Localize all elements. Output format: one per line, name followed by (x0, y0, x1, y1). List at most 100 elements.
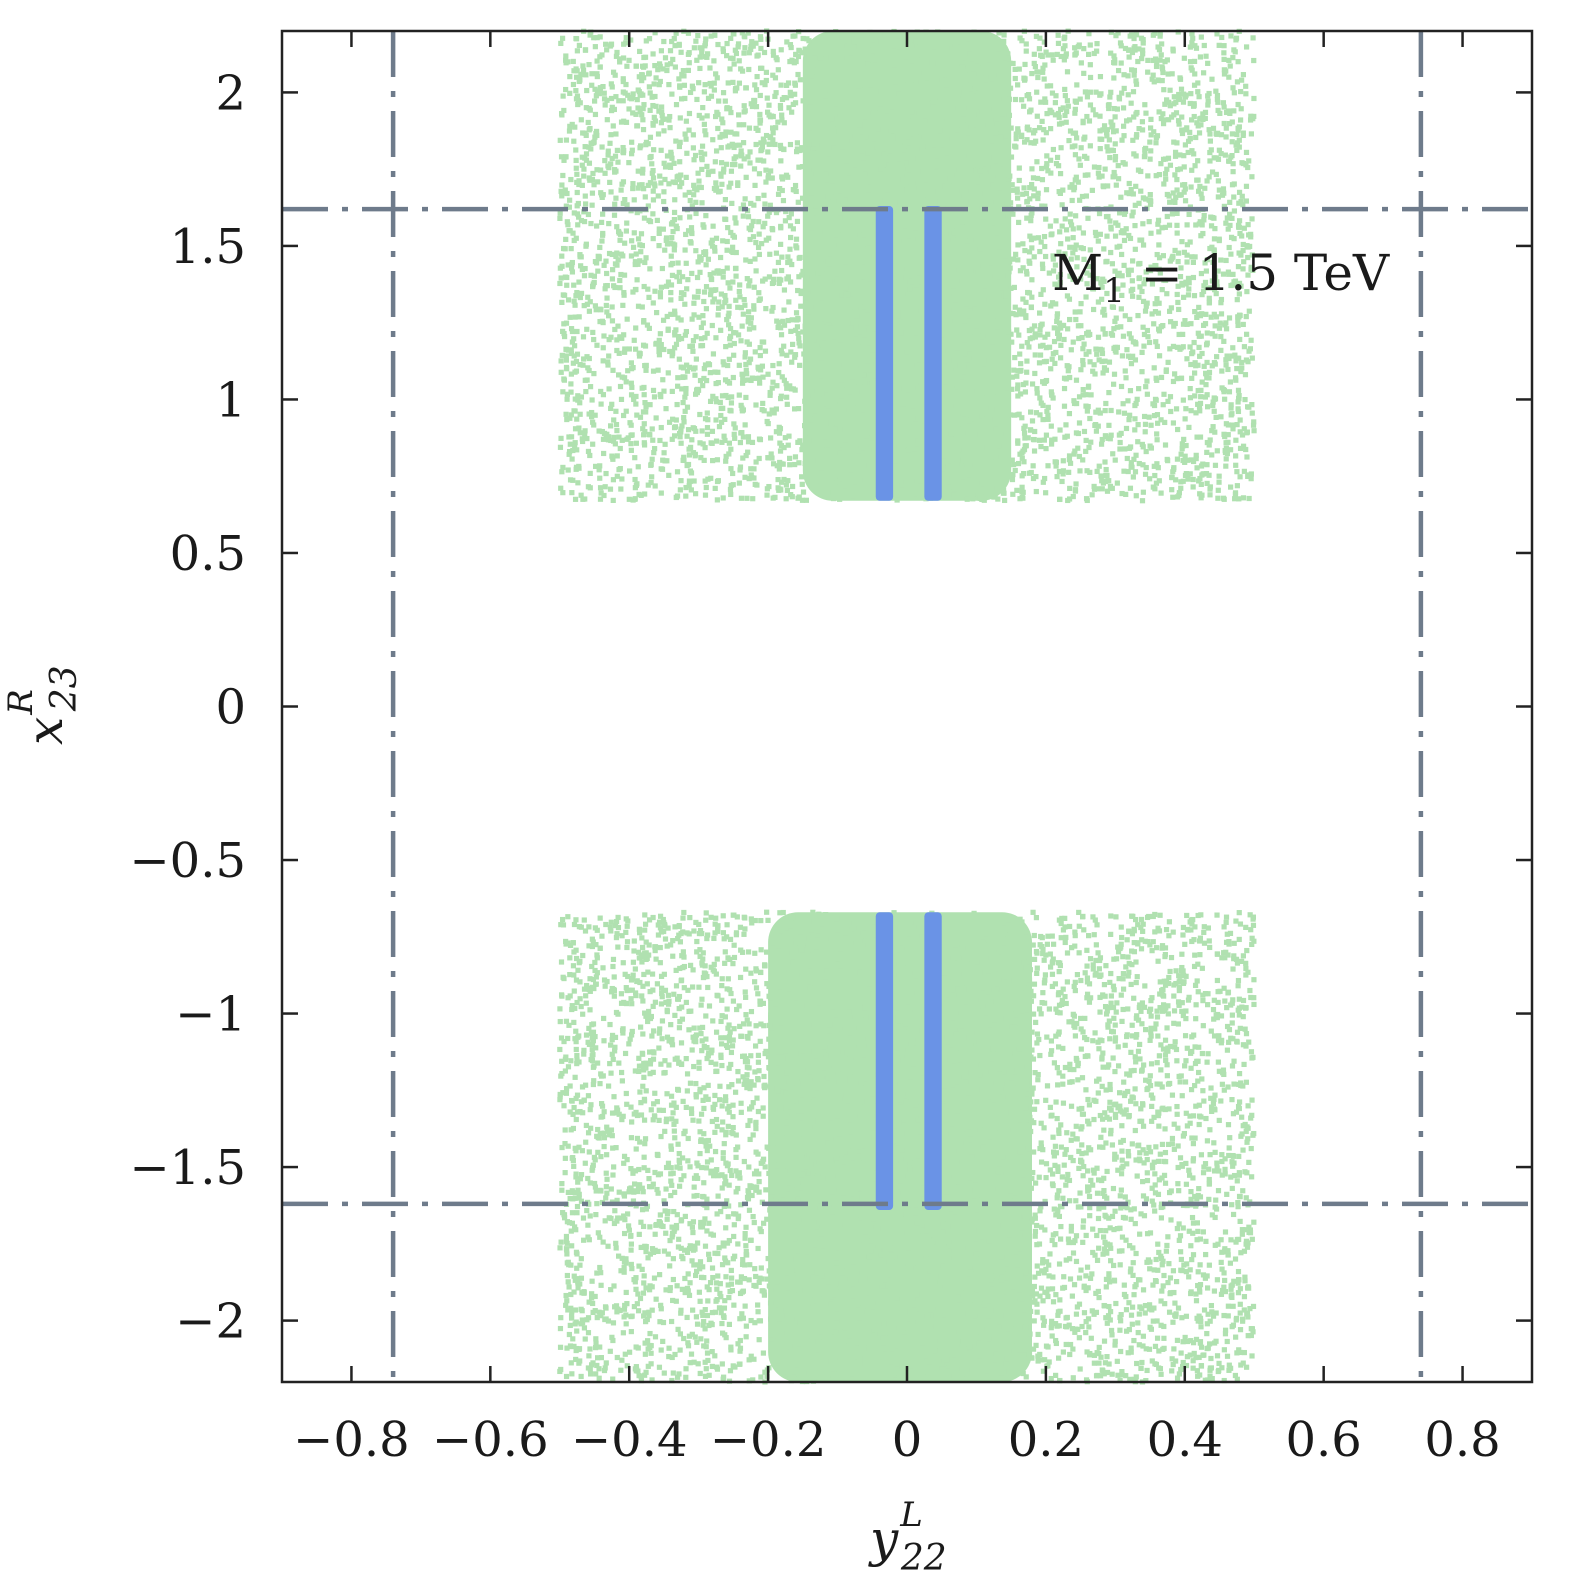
allowed-point (1174, 376, 1180, 382)
allowed-point (704, 425, 711, 431)
allowed-point (893, 347, 899, 353)
allowed-point (1227, 447, 1234, 453)
allowed-point (1086, 31, 1092, 37)
allowed-point (904, 349, 910, 355)
allowed-point (1187, 471, 1193, 477)
allowed-point (948, 399, 954, 405)
allowed-point (896, 80, 903, 86)
allowed-point (656, 82, 662, 88)
allowed-point (906, 167, 912, 173)
allowed-point (907, 263, 913, 269)
allowed-point (827, 295, 833, 302)
allowed-point (778, 395, 784, 402)
allowed-point (1121, 262, 1127, 268)
allowed-point (1218, 311, 1225, 317)
allowed-point (1192, 71, 1198, 77)
allowed-point (908, 160, 915, 166)
allowed-point (770, 137, 776, 143)
allowed-point (634, 277, 640, 283)
allowed-point (776, 280, 782, 286)
allowed-point (1154, 437, 1160, 443)
allowed-point (578, 492, 584, 498)
allowed-point (1022, 247, 1028, 254)
allowed-point (831, 455, 837, 461)
allowed-point (1227, 199, 1233, 205)
allowed-point (772, 93, 778, 99)
allowed-point (914, 441, 920, 447)
allowed-point (599, 318, 605, 324)
allowed-point (757, 157, 763, 163)
allowed-point (1160, 121, 1167, 127)
allowed-point (767, 141, 773, 147)
allowed-point (720, 90, 727, 96)
allowed-point (584, 326, 590, 332)
allowed-point (850, 473, 856, 479)
allowed-point (979, 467, 986, 473)
allowed-point (793, 236, 800, 242)
allowed-point (574, 93, 581, 99)
allowed-point (1069, 197, 1075, 204)
allowed-point (1048, 157, 1054, 163)
allowed-point (563, 53, 569, 59)
allowed-point (1053, 93, 1059, 99)
allowed-point (1214, 284, 1220, 290)
allowed-point (564, 416, 570, 423)
allowed-point (1007, 173, 1013, 179)
allowed-point (804, 193, 810, 199)
allowed-point (960, 449, 966, 455)
allowed-point (641, 75, 647, 81)
allowed-point (614, 347, 620, 354)
allowed-point (584, 301, 590, 307)
allowed-point (608, 405, 614, 412)
allowed-point (1198, 233, 1204, 239)
allowed-point (1087, 102, 1094, 108)
allowed-point (989, 485, 995, 491)
allowed-point (952, 302, 958, 309)
allowed-point (803, 146, 810, 152)
allowed-point (709, 237, 715, 243)
allowed-point (845, 213, 851, 219)
allowed-point (1187, 239, 1193, 245)
allowed-point (1041, 437, 1047, 443)
allowed-point (917, 175, 923, 181)
allowed-point (1174, 344, 1180, 350)
allowed-point (617, 466, 623, 472)
allowed-point (1182, 198, 1189, 204)
allowed-point (1050, 146, 1056, 153)
allowed-point (777, 486, 783, 492)
allowed-point (933, 34, 939, 40)
allowed-point (778, 277, 784, 283)
allowed-point (805, 141, 812, 147)
allowed-point (727, 285, 733, 291)
allowed-point (1223, 445, 1229, 451)
allowed-point (1028, 427, 1034, 433)
allowed-point (1143, 464, 1149, 471)
allowed-point (1041, 233, 1048, 240)
allowed-point (1132, 339, 1138, 345)
allowed-point (841, 131, 847, 137)
allowed-point (1055, 283, 1061, 289)
allowed-point (1235, 387, 1242, 393)
allowed-point (740, 407, 746, 413)
allowed-point (1220, 100, 1227, 106)
allowed-point (650, 211, 656, 217)
allowed-point (907, 370, 913, 376)
allowed-point (951, 492, 957, 498)
allowed-point (1245, 164, 1251, 171)
allowed-point (629, 384, 635, 390)
allowed-point (745, 449, 751, 455)
allowed-point (690, 450, 697, 456)
allowed-point (829, 435, 835, 441)
allowed-point (688, 225, 695, 231)
allowed-point (917, 473, 923, 480)
allowed-point (686, 110, 693, 117)
allowed-point (570, 230, 576, 236)
allowed-point (1222, 396, 1228, 402)
allowed-point (679, 423, 685, 429)
allowed-point (798, 303, 804, 309)
allowed-point (728, 400, 735, 406)
allowed-point (1023, 443, 1029, 449)
allowed-point (1059, 202, 1065, 208)
allowed-point (1234, 147, 1240, 154)
allowed-point (1076, 453, 1082, 460)
